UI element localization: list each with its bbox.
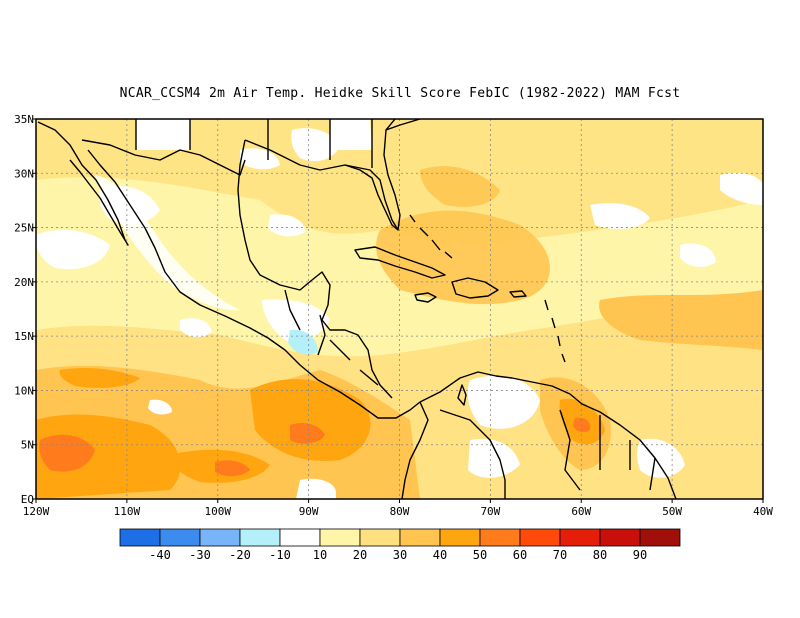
jamaica [414, 292, 437, 303]
x-tick-label: 80W [390, 505, 410, 518]
us-gulf-coast [244, 139, 399, 231]
colorbar-label: 10 [313, 548, 327, 562]
south-america-coast [419, 371, 677, 499]
bahamas [409, 214, 453, 259]
florida [344, 119, 401, 231]
colorbar-label: 80 [593, 548, 607, 562]
grid-lines [36, 119, 763, 499]
colorbar-label: 90 [633, 548, 647, 562]
mexico-gulf-coast [237, 139, 393, 399]
y-axis-ticks: EQ 5N 10N 15N 20N 25N 30N 35N [14, 113, 36, 506]
x-tick-label: 70W [480, 505, 500, 518]
colorbar-label: -40 [149, 548, 171, 562]
x-tick-label: 40W [753, 505, 773, 518]
colorbar-swatch [119, 528, 161, 547]
colorbar-swatch [199, 528, 241, 547]
colorbar-label: 30 [393, 548, 407, 562]
colorbar-label: -10 [269, 548, 291, 562]
colorbar-label: 20 [353, 548, 367, 562]
y-tick-label: 20N [14, 276, 34, 289]
colorbar-swatch [279, 528, 321, 547]
mexico-mainland-coast [87, 149, 421, 419]
colorbar-swatch [599, 528, 641, 547]
x-tick-label: 50W [662, 505, 682, 518]
colorbar-label: -20 [229, 548, 251, 562]
y-tick-label: 10N [14, 384, 34, 397]
us-state-lines [135, 119, 373, 168]
y-tick-label: 15N [14, 330, 34, 343]
x-tick-label: 110W [114, 505, 141, 518]
y-tick-label: 30N [14, 167, 34, 180]
colorbar-label: 60 [513, 548, 527, 562]
colorbar-swatch [359, 528, 401, 547]
colorbar-swatch [399, 528, 441, 547]
x-axis-ticks: 120W 110W 100W 90W 80W 70W 60W 50W 40W [23, 499, 773, 518]
puerto-rico [509, 290, 527, 298]
colorbar: -40 -30 -20 -10 10 20 30 40 50 60 70 80 90 [119, 528, 681, 562]
x-tick-label: 100W [205, 505, 232, 518]
y-tick-label: 35N [14, 113, 34, 126]
colorbar-swatch [639, 528, 681, 547]
colorbar-swatch [319, 528, 361, 547]
us-east-coast [385, 119, 421, 131]
colorbar-label: 50 [473, 548, 487, 562]
colorbar-swatch [559, 528, 601, 547]
us-mexico-border [81, 139, 246, 176]
cuba [354, 246, 446, 279]
lake-maracaibo [457, 384, 467, 406]
x-tick-label: 120W [23, 505, 50, 518]
chart-title: NCAR_CCSM4 2m Air Temp. Heidke Skill Sco… [119, 86, 681, 101]
colorbar-swatch [519, 528, 561, 547]
x-tick-label: 90W [299, 505, 319, 518]
colorbar-swatch [439, 528, 481, 547]
x-tick-label: 60W [571, 505, 591, 518]
pacific-coast [37, 121, 129, 246]
y-tick-label: 25N [14, 222, 34, 235]
colorbar-label: 40 [433, 548, 447, 562]
central-america-borders [284, 289, 379, 386]
colorbar-label: -30 [189, 548, 211, 562]
colorbar-swatch [479, 528, 521, 547]
coastlines [37, 119, 677, 499]
y-tick-label: EQ [21, 493, 34, 506]
panama-colombia-coast [401, 401, 429, 499]
colorbar-swatch [239, 528, 281, 547]
hispaniola [451, 277, 499, 299]
south-america-borders [439, 409, 656, 499]
y-tick-label: 5N [21, 439, 34, 452]
colorbar-label: 70 [553, 548, 567, 562]
lesser-antilles [544, 299, 566, 363]
colorbar-swatch [159, 528, 201, 547]
